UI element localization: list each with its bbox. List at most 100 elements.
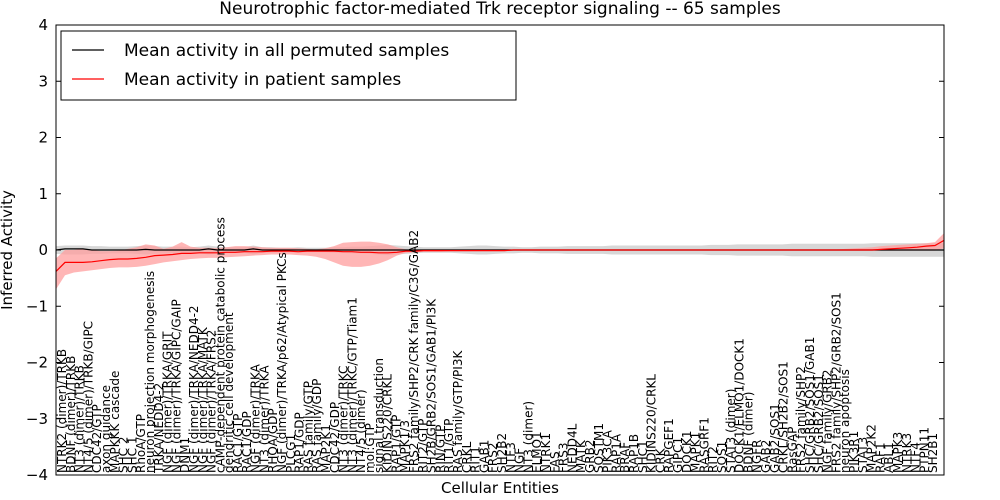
entity-label: SOS1 — [715, 441, 729, 473]
entity-label: PIK3R1 — [847, 431, 861, 473]
entity-label: cAMP-dependent protein catabolic process — [213, 217, 227, 473]
y-tick-label: 1 — [38, 185, 48, 203]
entity-label: GIPC1 — [671, 437, 685, 473]
entity-label: RAPGEF1 — [662, 418, 676, 473]
entity-label: SH2B1 — [926, 433, 940, 473]
entity-label: RAP1/GDP — [293, 412, 307, 473]
y-tick-label: −4 — [26, 466, 48, 484]
entity-label: TRKA/NEDD4-2 — [152, 383, 166, 474]
entity-label: SHC1 — [636, 440, 650, 473]
patient-mean-line — [55, 239, 945, 272]
entity-label: NT3 (dimer) — [521, 401, 535, 473]
entity-label: RIN/GTP — [433, 425, 447, 473]
entity-label: GRB2 — [583, 439, 597, 473]
entity-label: KIDINS220/CRKL — [381, 374, 395, 473]
entity-label: neuron apoptosis — [838, 369, 852, 473]
entity-label: RasGAP — [785, 427, 799, 473]
entity-label: NT3 (dimer)/TRKA — [257, 365, 271, 473]
entity-label: RAC1/GTP — [231, 414, 245, 473]
chart-title: Neurotrophic factor-mediated Trk recepto… — [219, 0, 781, 19]
y-tick-label: 2 — [38, 129, 48, 147]
entity-label: FRS2 — [486, 443, 500, 474]
entity-label: STAT3 (dimer) — [724, 389, 738, 473]
entity-label: NGF (dimer)/TRKA/GIPC/GAIP — [169, 299, 183, 473]
entity-label: SHC/GRB2/SOS1/GAB1 — [803, 337, 817, 473]
entity-label: RhoA/GTP — [134, 414, 148, 473]
entity-label: RAS family/GTP/PI3K — [451, 350, 465, 473]
entity-label: NGF (dimer)/TRKA — [249, 363, 263, 473]
entity-label: RIT2 — [706, 446, 720, 473]
entity-label: RIT2/GTP — [416, 419, 430, 473]
y-tick-label: 4 — [38, 16, 48, 34]
entity-label: FRS3 — [557, 443, 571, 474]
entity-label: RAF1 — [873, 442, 887, 473]
entity-label: CDC42/GTP — [90, 404, 104, 473]
entity-label: MAP2K1 — [319, 424, 333, 473]
entity-label: signal transduction — [372, 358, 386, 473]
entity-label: NT4/5 (dimer) — [354, 389, 368, 473]
entity-label: NT3 (dimer)/TRKC — [337, 366, 351, 473]
entity-label: CRKL/SH2B2/SOS1 — [777, 361, 791, 473]
entity-label: CRKL — [460, 441, 474, 473]
entity-label: MAPK3 — [891, 432, 905, 473]
entity-label: neuron projection morphogenesis — [143, 271, 157, 473]
legend-label-patient: Mean activity in patient samples — [124, 70, 401, 90]
entity-label: RAS family/GTP — [301, 381, 315, 473]
entity-label: NEDD4L — [565, 423, 579, 473]
y-tick-label: −3 — [26, 410, 48, 428]
plot-frame — [55, 24, 945, 476]
entity-label: axon guidance — [99, 385, 113, 473]
entity-label: MAPK1 — [689, 432, 703, 473]
entity-label: RAP1B — [627, 434, 641, 473]
y-axis-label: Inferred Activity — [0, 190, 16, 310]
entity-label: NTF3 — [504, 442, 518, 473]
entity-label: FAS — [548, 451, 562, 473]
entity-label: MATK — [574, 439, 588, 473]
legend-box — [60, 30, 517, 101]
entity-label: RAS family/GDP — [310, 379, 324, 473]
entity-label: MAP2K2 — [865, 424, 879, 473]
entity-label: MAPKKK cascade — [108, 371, 122, 473]
entity-label: dendritic cell development — [222, 312, 236, 473]
entity-label: RHOA/GDP — [266, 408, 280, 473]
entity-label: SHC/GRB2/SOS1 — [812, 374, 826, 473]
entity-label: STAT3 — [856, 437, 870, 473]
y-tick-label: 0 — [38, 241, 48, 259]
entity-label: RAP1A — [609, 433, 623, 473]
entity-label: SHC 1 — [125, 437, 139, 473]
entity-label: NGF — [513, 448, 527, 473]
entity-label: SHC 2 — [117, 437, 131, 473]
entity-label: GAB2 — [759, 440, 773, 473]
entity-label: GAB1 — [477, 440, 491, 473]
entity-label: SH2B/GRB2/SOS1/GAB1/PI3K — [425, 298, 439, 473]
entity-label: RAP1/GTP — [389, 415, 403, 473]
entity-label: NGF (dimer)/TRKA/NEDD4-2 — [187, 305, 201, 473]
entity-label: ABL1 — [882, 442, 896, 473]
entity-label: NTRK3 — [900, 433, 914, 473]
entity-label: NTF4 — [909, 442, 923, 473]
x-axis-label: Cellular Entities — [441, 479, 559, 497]
legend: Mean activity in all permuted samples Me… — [60, 30, 517, 101]
entity-label: FRS2 family/SHP2/CRK family/C3G/GAB2 — [407, 230, 421, 473]
entity-label: RIT1/GTP — [442, 419, 456, 473]
entity-label: NTRK2 (dimer)/TRKB — [55, 349, 69, 473]
entity-label: NTRK1 — [539, 433, 553, 473]
entity-label: FRS2 family/SHP2 — [794, 366, 808, 473]
entity-label: RASGRF1 — [697, 417, 711, 473]
entity-label: NGF (dimer)/TRKA/GRIT — [161, 331, 175, 473]
entity-label: GAB2/SOS1 — [768, 403, 782, 473]
entity-label: NGF family/GRB2 — [821, 369, 835, 473]
entity-label: NGF (dimer)/TRKA/FRS2 — [205, 330, 219, 473]
entity-label: DOCK1 — [680, 430, 694, 473]
y-tick-label: −1 — [26, 297, 48, 315]
entity-label: NGFR — [750, 439, 764, 473]
entity-label: SQSTM1 — [592, 423, 606, 473]
entity-label: CDC42/GDP — [328, 402, 342, 473]
series-lines — [55, 239, 945, 272]
entity-label: RAC1/GDP — [240, 411, 254, 473]
entity-label: NT4/5 (dimer)/TRKB/GIPC — [81, 321, 95, 473]
entity-label: CRK — [653, 447, 667, 473]
entity-label: NT3 (dimer)/TRKC/GTP/Tiam1 — [345, 297, 359, 473]
entity-label: mol:GTP — [363, 423, 377, 473]
